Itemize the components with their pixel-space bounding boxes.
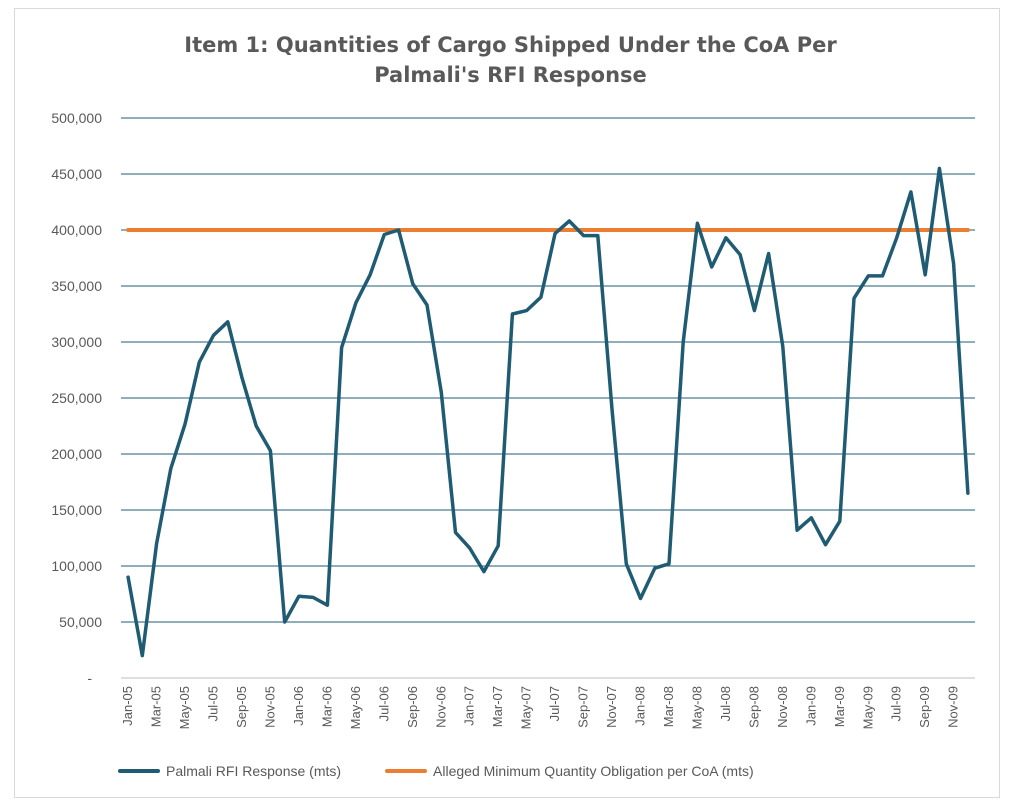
legend-swatch-palmali <box>118 769 160 773</box>
chart-title: Item 1: Quantities of Cargo Shipped Unde… <box>0 30 1021 90</box>
x-tick-label-4: Sep-05 <box>234 686 249 728</box>
gridlines <box>121 117 975 679</box>
x-tick-label-21: Jul-08 <box>718 686 733 721</box>
x-tick-label-19: Mar-08 <box>661 686 676 727</box>
x-tick-label-26: May-09 <box>860 686 875 729</box>
x-tick-label-2: May-05 <box>177 686 192 729</box>
y-tick-label-0: - <box>87 670 92 686</box>
y-tick-label-4: 200,000 <box>51 446 102 462</box>
chart-title-line-2: Palmali's RFI Response <box>374 63 647 87</box>
x-tick-label-8: May-06 <box>348 686 363 729</box>
legend-item-minimum-obligation: Alleged Minimum Quantity Obligation per … <box>385 763 754 779</box>
x-tick-label-29: Nov-09 <box>946 686 961 728</box>
x-tick-label-6: Jan-06 <box>291 686 306 726</box>
x-tick-label-14: May-07 <box>519 686 534 729</box>
x-tick-label-11: Nov-06 <box>433 686 448 728</box>
x-tick-label-0: Jan-05 <box>120 686 135 726</box>
legend-swatch-minimum-obligation <box>385 769 428 773</box>
x-tick-label-15: Jul-07 <box>547 686 562 721</box>
legend-item-palmali: Palmali RFI Response (mts) <box>118 763 341 779</box>
x-tick-label-20: May-08 <box>689 686 704 729</box>
x-tick-label-1: Mar-05 <box>149 686 164 727</box>
x-tick-label-13: Mar-07 <box>490 686 505 727</box>
x-tick-label-7: Mar-06 <box>319 686 334 727</box>
series-line-palmali <box>126 166 970 658</box>
x-tick-label-17: Nov-07 <box>604 686 619 728</box>
series-lines <box>126 166 970 658</box>
legend-label-palmali: Palmali RFI Response (mts) <box>166 763 342 779</box>
legend: Palmali RFI Response (mts) Alleged Minim… <box>118 759 798 783</box>
x-tick-label-5: Nov-05 <box>262 686 277 728</box>
x-tick-label-16: Sep-07 <box>576 686 591 728</box>
y-axis-tick-labels: - 50,000 100,000 150,000 200,000 250,000 300,0… <box>51 110 102 686</box>
y-tick-label-3: 150,000 <box>51 502 102 518</box>
y-tick-label-1: 50,000 <box>59 614 102 630</box>
x-tick-label-18: Jan-08 <box>633 686 648 726</box>
y-tick-label-10: 500,000 <box>51 110 102 126</box>
x-tick-label-22: Sep-08 <box>746 686 761 728</box>
x-axis-tick-labels: Jan-05 Mar-05 May-05 Jul-05 Sep-05 Nov-05 Jan-… <box>120 686 961 729</box>
y-tick-label-6: 300,000 <box>51 334 102 350</box>
x-tick-label-3: Jul-05 <box>206 686 221 721</box>
chart-title-line-1: Item 1: Quantities of Cargo Shipped Unde… <box>184 33 837 57</box>
y-tick-label-5: 250,000 <box>51 390 102 406</box>
x-tick-label-10: Sep-06 <box>405 686 420 728</box>
x-tick-label-23: Nov-08 <box>775 686 790 728</box>
y-tick-label-8: 400,000 <box>51 222 102 238</box>
y-tick-label-2: 100,000 <box>51 558 102 574</box>
x-tick-label-25: Mar-09 <box>832 686 847 727</box>
x-tick-label-12: Jan-07 <box>462 686 477 726</box>
legend-label-minimum-obligation: Alleged Minimum Quantity Obligation per … <box>433 763 754 779</box>
x-tick-label-9: Jul-06 <box>376 686 391 721</box>
x-tick-label-28: Sep-09 <box>917 686 932 728</box>
x-tick-label-24: Jan-09 <box>803 686 818 726</box>
y-tick-label-7: 350,000 <box>51 278 102 294</box>
x-tick-label-27: Jul-09 <box>889 686 904 721</box>
y-tick-label-9: 450,000 <box>51 166 102 182</box>
